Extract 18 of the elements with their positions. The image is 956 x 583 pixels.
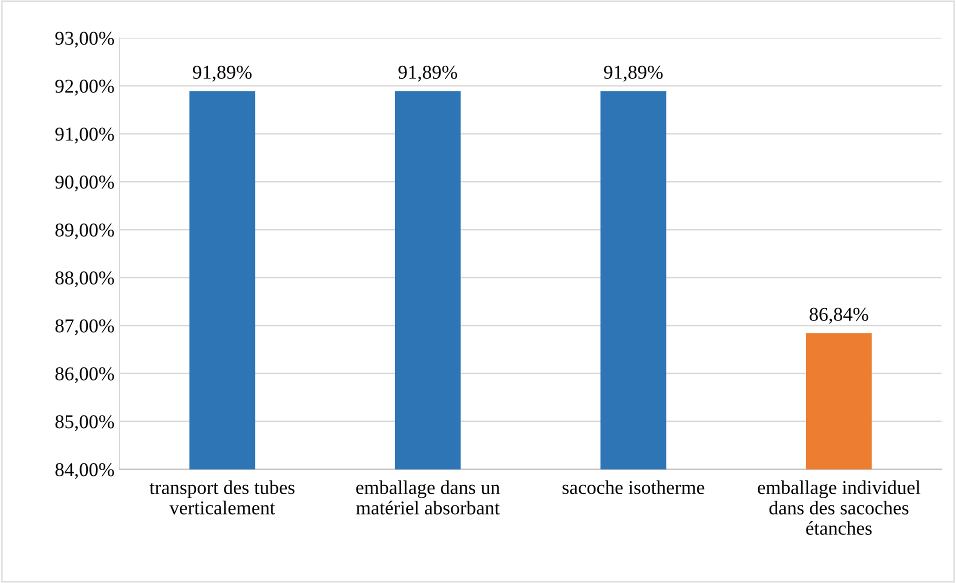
data-label: 86,84% bbox=[810, 308, 868, 324]
y-tick-label: 91,00% bbox=[55, 128, 114, 144]
y-tick-label: 89,00% bbox=[55, 223, 114, 240]
y-tick-label: 93,00% bbox=[55, 32, 114, 48]
y-tick-label: 85,00% bbox=[55, 415, 114, 432]
y-tick-label: 90,00% bbox=[55, 176, 114, 192]
x-tick-label: sacoche isotherme bbox=[562, 480, 704, 494]
y-tick-label: 87,00% bbox=[55, 319, 114, 336]
x-tick-label: emballage individuel dans des sacoches étanches bbox=[758, 480, 920, 535]
x-tick-label: transport des tubes verticalement bbox=[150, 480, 294, 514]
y-tick-label: 84,00% bbox=[55, 463, 114, 480]
y-tick-label: 92,00% bbox=[55, 80, 114, 96]
data-label: 91,89% bbox=[604, 66, 663, 82]
data-label: 91,89% bbox=[192, 66, 252, 82]
y-tick-label: 88,00% bbox=[55, 271, 114, 288]
x-tick-label: emballage dans un matériel absorbant bbox=[356, 480, 500, 514]
data-label: 91,89% bbox=[398, 66, 458, 82]
y-tick-label: 86,00% bbox=[55, 367, 114, 384]
